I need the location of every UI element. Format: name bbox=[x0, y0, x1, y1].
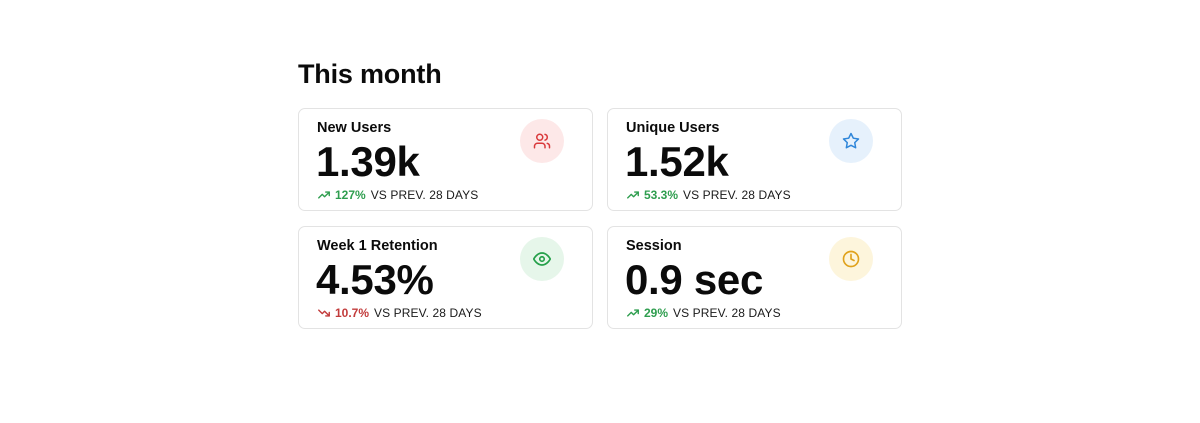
this-month-section: This month New Users 1.39k 127% VS PREV.… bbox=[298, 56, 902, 329]
users-icon bbox=[533, 133, 551, 149]
metric-card-session: Session 0.9 sec 29% VS PREV. 28 DAYS bbox=[607, 226, 902, 329]
trend-up-icon bbox=[627, 309, 639, 317]
card-delta: 10.7% VS PREV. 28 DAYS bbox=[317, 305, 482, 321]
card-label: New Users bbox=[317, 120, 392, 136]
icon-badge bbox=[520, 119, 564, 163]
metric-card-week1-retention: Week 1 Retention 4.53% 10.7% VS PREV. 28… bbox=[298, 226, 593, 329]
card-label: Week 1 Retention bbox=[317, 238, 438, 254]
trend-up-icon bbox=[318, 191, 330, 199]
delta-suffix: VS PREV. 28 DAYS bbox=[374, 306, 482, 320]
icon-badge bbox=[520, 237, 564, 281]
card-value: 4.53% bbox=[316, 256, 434, 303]
metric-card-unique-users: Unique Users 1.52k 53.3% VS PREV. 28 DAY… bbox=[607, 108, 902, 211]
clock-icon bbox=[842, 250, 860, 268]
delta-suffix: VS PREV. 28 DAYS bbox=[673, 306, 781, 320]
card-delta: 29% VS PREV. 28 DAYS bbox=[626, 305, 781, 321]
star-icon bbox=[842, 132, 860, 149]
delta-suffix: VS PREV. 28 DAYS bbox=[683, 188, 791, 202]
delta-percent: 53.3% bbox=[644, 188, 679, 202]
card-value: 0.9 sec bbox=[625, 256, 764, 303]
delta-suffix: VS PREV. 28 DAYS bbox=[370, 188, 479, 202]
card-label: Unique Users bbox=[626, 120, 720, 136]
eye-icon bbox=[533, 252, 551, 266]
trend-up-icon bbox=[627, 191, 639, 199]
icon-badge bbox=[829, 119, 873, 163]
delta-percent: 29% bbox=[644, 306, 669, 320]
metrics-grid: New Users 1.39k 127% VS PREV. 28 DAYS bbox=[298, 108, 902, 329]
trend-down-icon bbox=[318, 309, 330, 317]
card-value: 1.52k bbox=[625, 138, 729, 185]
delta-percent: 127% bbox=[335, 188, 366, 202]
card-delta: 53.3% VS PREV. 28 DAYS bbox=[626, 187, 791, 203]
card-value: 1.39k bbox=[316, 138, 420, 185]
metric-card-new-users: New Users 1.39k 127% VS PREV. 28 DAYS bbox=[298, 108, 593, 211]
icon-badge bbox=[829, 237, 873, 281]
card-label: Session bbox=[626, 238, 682, 254]
section-title: This month bbox=[298, 59, 442, 89]
card-delta: 127% VS PREV. 28 DAYS bbox=[317, 187, 478, 203]
delta-percent: 10.7% bbox=[335, 306, 370, 320]
